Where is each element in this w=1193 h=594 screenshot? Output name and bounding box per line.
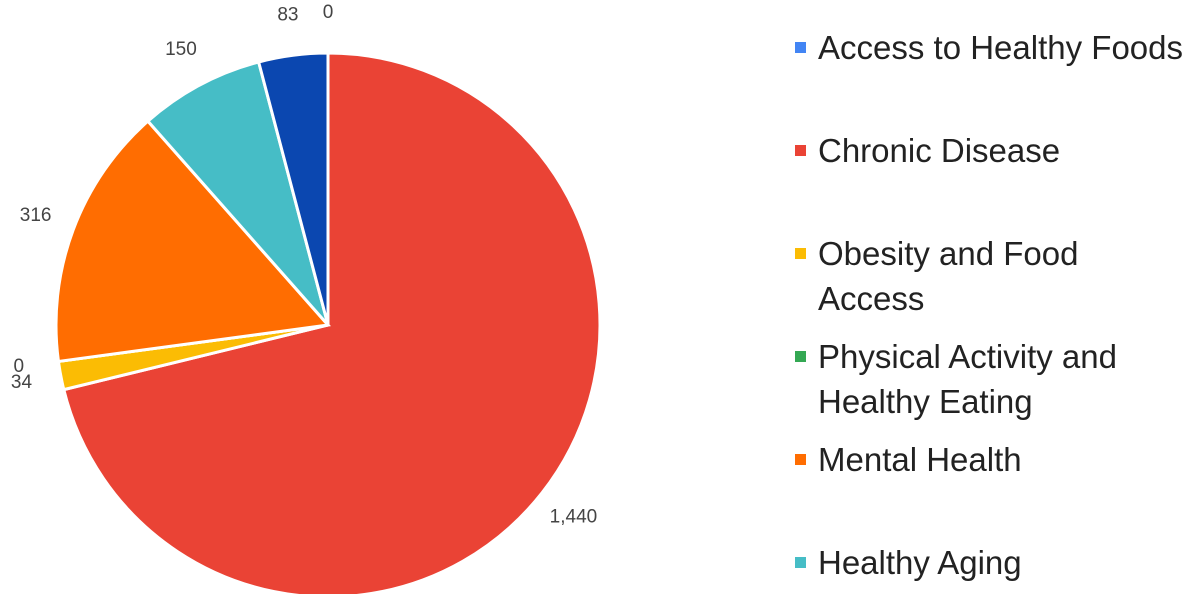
pie-slice: [61, 51, 602, 594]
pie-slice: [54, 119, 331, 364]
data-label: 34: [11, 372, 33, 393]
legend-swatch: [795, 351, 806, 362]
legend-item: Obesity and Food Access: [795, 231, 1185, 321]
legend-item: Healthy Aging: [795, 540, 1185, 585]
legend-label: Chronic Disease: [818, 132, 1061, 169]
legend-swatch: [795, 42, 806, 53]
legend-swatch: [795, 145, 806, 156]
legend-swatch: [795, 248, 806, 259]
legend-swatch: [795, 454, 806, 465]
legend-item: Physical Activity and Healthy Eating: [795, 334, 1185, 424]
data-label: 83: [277, 5, 298, 26]
data-label: 1,440: [550, 507, 598, 528]
data-label: 150: [165, 39, 197, 60]
legend-label: Healthy Aging: [818, 544, 1022, 581]
data-label: 316: [20, 205, 52, 226]
legend-label: Access to Healthy Foods: [818, 29, 1183, 66]
pie-slice: [256, 51, 330, 326]
data-label: 0: [14, 356, 25, 377]
legend-item: Access to Healthy Foods: [795, 25, 1185, 70]
legend-label: Physical Activity and Healthy Eating: [818, 338, 1117, 420]
legend-label: Mental Health: [818, 441, 1022, 478]
data-label: 0: [323, 2, 334, 23]
legend-label: Obesity and Food Access: [818, 235, 1079, 317]
pie-slice: [145, 60, 330, 326]
legend-item: Chronic Disease: [795, 128, 1185, 173]
legend-swatch: [795, 557, 806, 568]
legend-item: Mental Health: [795, 437, 1185, 482]
